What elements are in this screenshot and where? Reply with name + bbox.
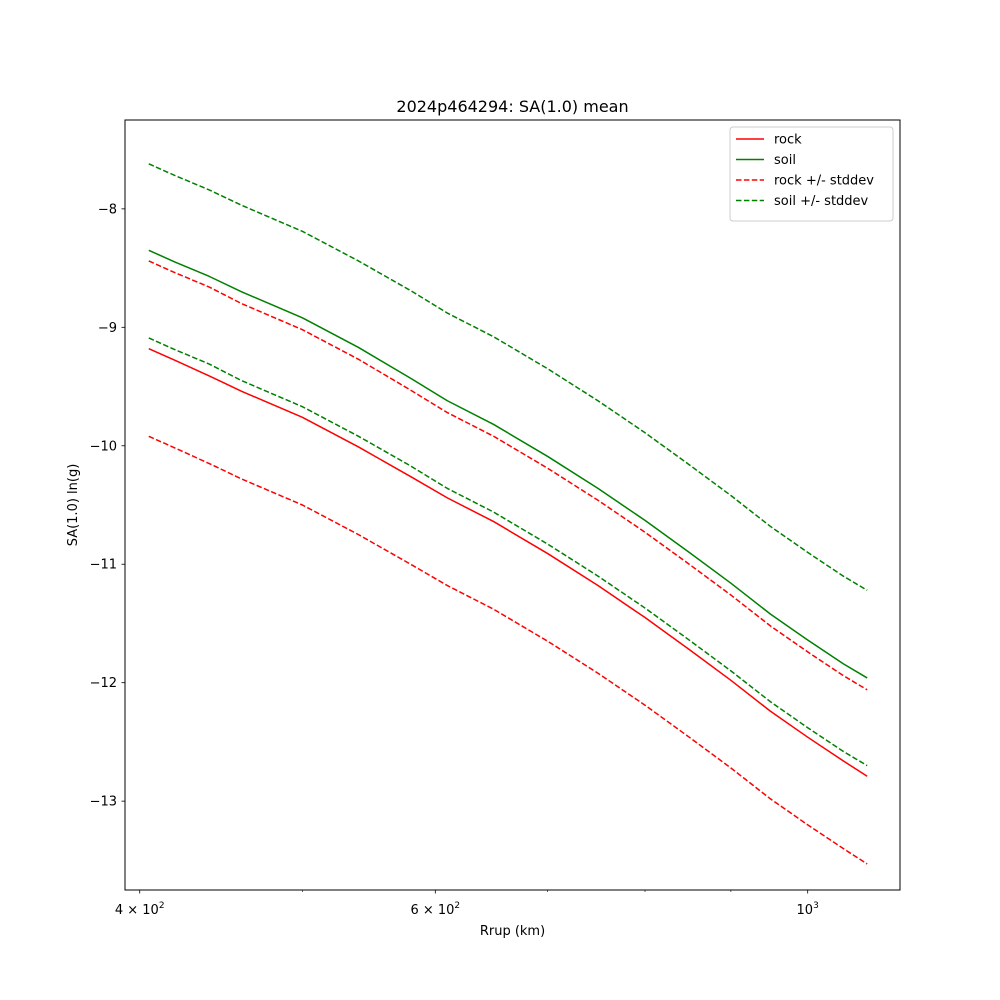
x-tick-label: 6 × 102: [410, 901, 460, 918]
series-line-3: [148, 435, 868, 865]
series-line-1: [148, 249, 868, 679]
legend-box: [729, 126, 894, 222]
series-line-5: [148, 337, 868, 767]
chart-title: 2024p464294: SA(1.0) mean: [396, 97, 628, 116]
y-tick-label: −9: [98, 321, 117, 336]
y-tick-label: −10: [90, 439, 117, 454]
series-line-4: [148, 163, 868, 591]
legend-label: soil +/- stddev: [774, 194, 869, 209]
y-tick-label: −13: [90, 795, 117, 810]
x-tick-label: 103: [797, 901, 819, 918]
y-tick-label: −11: [90, 558, 117, 573]
y-axis-label: SA(1.0) ln(g): [66, 464, 81, 547]
x-tick-label: 4 × 102: [115, 901, 165, 918]
legend: rock soil rock +/- stddev soil +/- stddev: [729, 126, 894, 222]
x-axis-label: Rrup (km): [480, 924, 545, 939]
y-axis: −8 −9 −10 −11 −12 −13: [90, 202, 125, 810]
legend-label: soil: [774, 153, 796, 168]
plot-frame: [124, 119, 901, 891]
legend-label: rock: [774, 133, 802, 148]
series-line-2: [148, 260, 868, 691]
x-axis: 4 × 102 6 × 102 103: [115, 890, 819, 918]
legend-label: rock +/- stddev: [774, 174, 874, 189]
y-tick-label: −12: [90, 676, 117, 691]
y-tick-label: −8: [98, 202, 117, 217]
plot-area: [148, 163, 868, 865]
series-line-0: [148, 347, 868, 777]
